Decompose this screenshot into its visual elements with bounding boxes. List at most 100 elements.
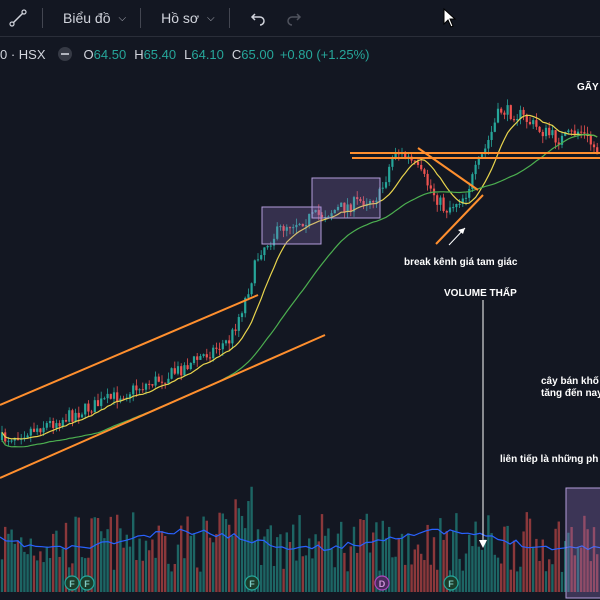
candle-body	[583, 132, 586, 134]
chart-menu-button[interactable]: Biểu đồ ⌵	[49, 0, 134, 36]
volume-bar	[474, 521, 477, 592]
volume-bar	[122, 547, 125, 592]
volume-bar	[365, 513, 368, 592]
triangle-lower-line	[435, 194, 484, 245]
candle-body	[237, 317, 240, 331]
candle-body	[352, 197, 356, 212]
volume-bar	[228, 524, 231, 592]
volume-bar	[532, 546, 535, 592]
volume-bar	[183, 558, 186, 592]
volume-bar	[138, 538, 141, 592]
candle-body	[116, 392, 119, 402]
candle-body	[512, 119, 516, 121]
candle-body	[551, 130, 554, 136]
candle-body	[39, 428, 42, 433]
candle-body	[375, 200, 378, 203]
candle-body	[167, 378, 170, 384]
candle-body	[215, 347, 218, 349]
event-marker[interactable]: F	[244, 575, 260, 591]
volume-highlight-box	[565, 487, 600, 599]
marker-label: D	[379, 579, 386, 589]
triangle-upper-line	[417, 147, 479, 191]
candle-body	[141, 389, 144, 391]
volume-bar	[10, 529, 13, 592]
redo-button[interactable]	[276, 0, 312, 36]
candle-body	[496, 108, 500, 123]
volume-bar	[420, 553, 423, 592]
candle-body	[279, 226, 282, 228]
candle-body	[93, 400, 96, 413]
candle-body	[362, 200, 365, 206]
candle-body	[314, 210, 317, 213]
volume-bar	[413, 549, 416, 592]
candle-body	[576, 131, 580, 136]
candle-body	[317, 210, 320, 215]
candle-body	[71, 410, 74, 422]
volume-bar	[77, 517, 80, 592]
volume-bar	[452, 530, 455, 592]
volume-bar	[503, 526, 506, 592]
candle-body	[157, 376, 160, 382]
volume-bar	[298, 515, 301, 592]
candle-body	[132, 385, 135, 395]
volume-bar	[26, 554, 29, 592]
high-key: H	[134, 46, 144, 62]
candle-body	[205, 354, 208, 358]
candle-body	[320, 214, 324, 218]
volume-bar	[400, 533, 404, 592]
volume-bar	[272, 565, 276, 592]
candle-body	[109, 393, 112, 399]
volume-bar	[263, 536, 266, 592]
candle-body	[426, 173, 429, 186]
marker-circle	[443, 575, 459, 591]
candle-body	[596, 147, 599, 155]
candle-body	[573, 130, 576, 136]
volume-bar	[16, 541, 20, 592]
candle-body	[391, 158, 394, 167]
candle-body	[58, 423, 61, 427]
hide-legend-button[interactable]	[57, 47, 72, 61]
event-marker[interactable]: F	[443, 575, 459, 591]
profile-menu-button[interactable]: Hồ sơ ⌵	[147, 0, 223, 36]
volume-bar	[0, 559, 4, 592]
volume-bar	[132, 512, 135, 592]
volume-bar	[269, 525, 272, 592]
volume-bar	[557, 521, 560, 592]
volume-bar	[192, 533, 196, 592]
candle-body	[170, 368, 173, 379]
symbol-label[interactable]: 0 · HSX	[0, 46, 46, 62]
volume-bar	[461, 570, 464, 592]
volume-bar	[96, 517, 100, 592]
volume-bar	[519, 566, 522, 592]
volume-bar	[231, 535, 234, 592]
volume-bar	[135, 560, 138, 592]
volume-bar	[64, 522, 68, 592]
volume-bar	[384, 538, 388, 592]
candle-body	[301, 223, 304, 227]
event-marker[interactable]: F	[79, 575, 95, 591]
candle-body	[333, 209, 336, 214]
event-marker[interactable]: D	[374, 575, 390, 591]
drawing-tool-button[interactable]	[0, 0, 36, 36]
undo-button[interactable]	[240, 0, 276, 36]
volume-bar	[336, 533, 340, 592]
top-toolbar: Biểu đồ ⌵ Hồ sơ ⌵	[0, 0, 600, 37]
volume-bar	[429, 564, 432, 592]
volume-bar	[276, 537, 279, 592]
marker-label: F	[84, 579, 90, 589]
volume-bar	[314, 534, 317, 592]
candle-body	[29, 428, 32, 436]
candle-body	[154, 376, 157, 386]
event-marker[interactable]: F	[64, 575, 80, 591]
candle-body	[538, 126, 541, 132]
volume-bar	[445, 531, 448, 592]
candle-body	[183, 365, 186, 376]
candle-body	[442, 197, 445, 212]
volume-bar	[458, 558, 461, 592]
candle-body	[189, 362, 192, 370]
candle-body	[36, 428, 39, 432]
volume-bar	[266, 529, 269, 592]
volume-bar	[432, 537, 436, 592]
candle-body	[68, 410, 71, 422]
